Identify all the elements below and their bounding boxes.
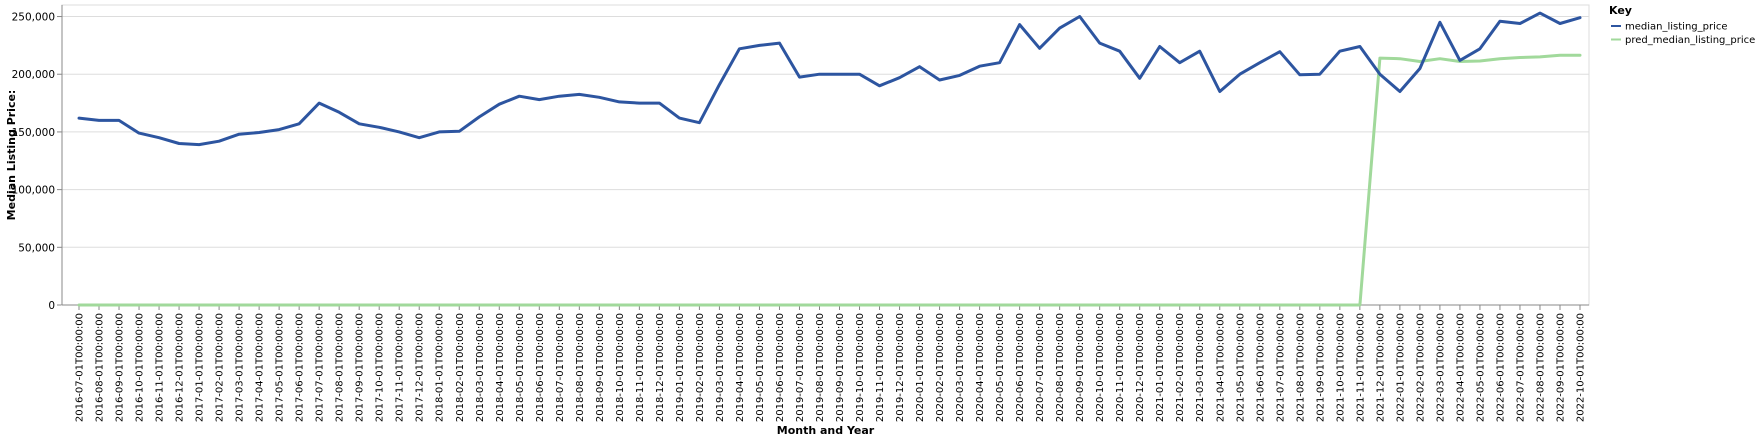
x-tick-label: 2020-08-01T00:00:00: [1055, 313, 1066, 422]
x-tick-label: 2018-08-01T00:00:00: [575, 313, 586, 422]
y-axis-tick-labels: 0 50,000 100,000 150,000 200,000 250,000: [12, 12, 62, 312]
x-tick-label: 2018-05-01T00:00:00: [515, 313, 526, 422]
x-tick-label: 2016-08-01T00:00:00: [95, 313, 106, 422]
x-tick-label: 2021-11-01T00:00:00: [1355, 313, 1366, 422]
y-tick-label: 50,000: [18, 242, 55, 254]
x-tick-label: 2020-06-01T00:00:00: [1015, 313, 1026, 422]
x-tick-label: 2020-01-01T00:00:00: [915, 313, 926, 422]
x-tick-label: 2021-12-01T00:00:00: [1375, 313, 1386, 422]
x-tick-label: 2021-08-01T00:00:00: [1295, 313, 1306, 422]
x-tick-label: 2018-01-01T00:00:00: [435, 313, 446, 422]
y-axis-title: Median Listing Price:: [5, 90, 18, 221]
x-tick-label: 2017-04-01T00:00:00: [255, 313, 266, 422]
x-tick-label: 2018-02-01T00:00:00: [455, 313, 466, 422]
x-tick-label: 2019-08-01T00:00:00: [815, 313, 826, 422]
y-tick-label: 150,000: [12, 127, 55, 139]
x-tick-label: 2019-06-01T00:00:00: [775, 313, 786, 422]
x-axis-tick-labels: 2016-07-01T00:00:00 2016-08-01T00:00:00 20…: [75, 313, 1587, 422]
x-tick-label: 2019-02-01T00:00:00: [695, 313, 706, 422]
x-tick-label: 2018-03-01T00:00:00: [475, 313, 486, 422]
plot-frame: [61, 4, 1590, 306]
x-tick-label: 2021-03-01T00:00:00: [1195, 313, 1206, 422]
y-tick-label: 100,000: [12, 185, 55, 197]
x-tick-label: 2020-03-01T00:00:00: [955, 313, 966, 422]
x-tick-label: 2017-03-01T00:00:00: [235, 313, 246, 422]
x-tick-label: 2016-10-01T00:00:00: [135, 313, 146, 422]
series-lines: [77, 11, 1582, 307]
x-tick-label: 2022-02-01T00:00:00: [1415, 313, 1426, 422]
x-tick-label: 2018-10-01T00:00:00: [615, 313, 626, 422]
x-tick-label: 2018-04-01T00:00:00: [495, 313, 506, 422]
x-tick-label: 2017-12-01T00:00:00: [415, 313, 426, 422]
x-tick-label: 2018-12-01T00:00:00: [655, 313, 666, 422]
x-tick-label: 2017-07-01T00:00:00: [315, 313, 326, 422]
x-tick-label: 2019-09-01T00:00:00: [835, 313, 846, 422]
x-tick-label: 2019-07-01T00:00:00: [795, 313, 806, 422]
x-tick-label: 2021-07-01T00:00:00: [1275, 313, 1286, 422]
x-tick-label: 2016-09-01T00:00:00: [115, 313, 126, 422]
x-tick-label: 2020-02-01T00:00:00: [935, 313, 946, 422]
x-tick-label: 2017-11-01T00:00:00: [395, 313, 406, 422]
y-tick-label: 200,000: [12, 69, 55, 81]
x-tick-label: 2020-09-01T00:00:00: [1075, 313, 1086, 422]
x-tick-label: 2020-05-01T00:00:00: [995, 313, 1006, 422]
x-tick-label: 2021-10-01T00:00:00: [1335, 313, 1346, 422]
x-tick-label: 2022-06-01T00:00:00: [1495, 313, 1506, 422]
series-line-pred_median_listing_price: [77, 53, 1582, 307]
x-tick-label: 2022-01-01T00:00:00: [1395, 313, 1406, 422]
x-tick-label: 2017-01-01T00:00:00: [195, 313, 206, 422]
x-tick-label: 2020-10-01T00:00:00: [1095, 313, 1106, 422]
x-tick-label: 2022-04-01T00:00:00: [1455, 313, 1466, 422]
x-tick-label: 2019-10-01T00:00:00: [855, 313, 866, 422]
x-tick-label: 2022-08-01T00:00:00: [1535, 313, 1546, 422]
x-tick-label: 2019-11-01T00:00:00: [875, 313, 886, 422]
x-tick-label: 2020-04-01T00:00:00: [975, 313, 986, 422]
x-tick-label: 2017-08-01T00:00:00: [335, 313, 346, 422]
y-tick-label: 250,000: [12, 12, 55, 24]
legend-label: pred_median_listing_price: [1625, 35, 1755, 46]
x-tick-label: 2022-07-01T00:00:00: [1515, 313, 1526, 422]
x-tick-label: 2016-11-01T00:00:00: [155, 313, 166, 422]
x-tick-label: 2019-12-01T00:00:00: [895, 313, 906, 422]
x-tick-label: 2018-06-01T00:00:00: [535, 313, 546, 422]
x-tick-label: 2020-07-01T00:00:00: [1035, 313, 1046, 422]
x-tick-label: 2021-02-01T00:00:00: [1175, 313, 1186, 422]
x-tick-label: 2019-03-01T00:00:00: [715, 313, 726, 422]
x-tick-label: 2018-09-01T00:00:00: [595, 313, 606, 422]
x-tick-label: 2021-09-01T00:00:00: [1315, 313, 1326, 422]
x-tick-label: 2016-07-01T00:00:00: [75, 313, 86, 422]
x-tick-label: 2021-01-01T00:00:00: [1155, 313, 1166, 422]
x-tick-label: 2022-05-01T00:00:00: [1475, 313, 1486, 422]
x-tick-label: 2022-10-01T00:00:00: [1576, 313, 1587, 422]
x-tick-label: 2017-09-01T00:00:00: [355, 313, 366, 422]
legend-items: median_listing_price pred_median_listing_…: [1611, 22, 1755, 46]
x-tick-label: 2022-09-01T00:00:00: [1555, 313, 1566, 422]
legend-label: median_listing_price: [1625, 22, 1728, 33]
x-tick-label: 2017-05-01T00:00:00: [275, 313, 286, 422]
x-tick-label: 2018-07-01T00:00:00: [555, 313, 566, 422]
x-tick-label: 2016-12-01T00:00:00: [175, 313, 186, 422]
x-tick-label: 2020-12-01T00:00:00: [1135, 313, 1146, 422]
x-tick-label: 2017-10-01T00:00:00: [375, 313, 386, 422]
x-axis-title: Month and Year: [777, 424, 875, 437]
x-tick-label: 2018-11-01T00:00:00: [635, 313, 646, 422]
x-tick-label: 2019-01-01T00:00:00: [675, 313, 686, 422]
x-tick-label: 2020-11-01T00:00:00: [1115, 313, 1126, 422]
x-tick-label: 2017-02-01T00:00:00: [215, 313, 226, 422]
x-tick-label: 2021-04-01T00:00:00: [1215, 313, 1226, 422]
legend: Key median_listing_price pred_median_list…: [1609, 4, 1755, 46]
x-tick-label: 2021-06-01T00:00:00: [1255, 313, 1266, 422]
gridlines: [62, 16, 1589, 306]
x-tick-label: 2021-05-01T00:00:00: [1235, 313, 1246, 422]
x-tick-label: 2019-05-01T00:00:00: [755, 313, 766, 422]
x-tick-label: 2019-04-01T00:00:00: [735, 313, 746, 422]
series-line-median_listing_price: [77, 11, 1582, 147]
x-tick-label: 2017-06-01T00:00:00: [295, 313, 306, 422]
y-tick-label: 0: [48, 300, 55, 312]
x-tick-label: 2022-03-01T00:00:00: [1435, 313, 1446, 422]
legend-title: Key: [1609, 4, 1632, 17]
